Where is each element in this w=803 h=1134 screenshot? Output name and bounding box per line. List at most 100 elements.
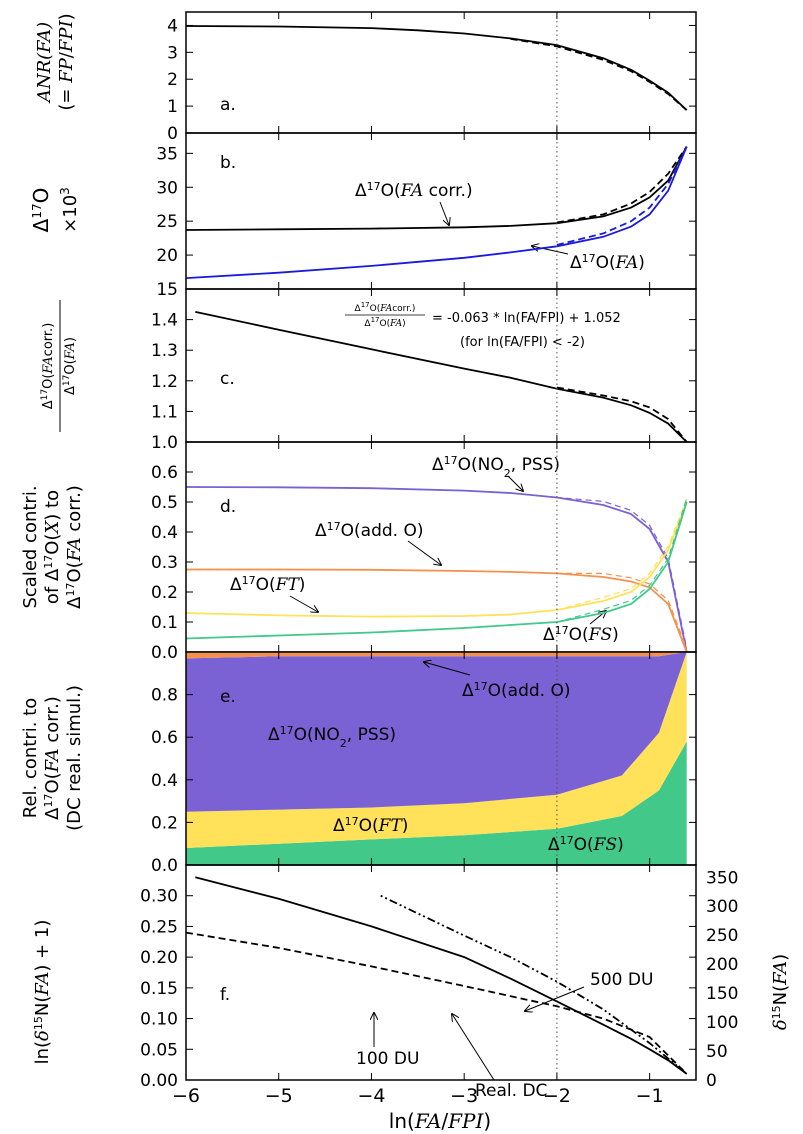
panel-c-ylabel-den: Δ17O(FA) (62, 337, 78, 395)
area-3 (186, 652, 687, 659)
ytick-label: 0.25 (140, 917, 178, 937)
panel-d-ylabel-1: Scaled contri. (20, 485, 41, 608)
panel-f-xlabel: ln(FA/FPI) (389, 1109, 491, 1133)
ytick-label: 0.4 (151, 771, 178, 791)
ytick-label: 0.6 (151, 463, 178, 483)
area-0 (186, 741, 687, 865)
ytick-label: 0.05 (140, 1040, 178, 1060)
panel-e-label: e. (220, 687, 236, 707)
annotation-real-dc: Real. DC (475, 1081, 547, 1101)
panel-d-ylabel-3: Δ17O(FA corr.) (64, 485, 86, 609)
ytick-right-label: 100 (706, 1013, 738, 1033)
annotation-no2-pss: Δ17O(NO2, PSS) (432, 454, 560, 480)
panel-b: Δ17O ×103 b. Δ17O(FA corr.) Δ17O(FA) 15 2… (29, 132, 697, 300)
series-line-2 (380, 894, 688, 1075)
series-line-1 (556, 386, 688, 443)
ytick-label: 1.4 (151, 311, 178, 331)
annotation-fa-corr: Δ17O(FA corr.) (355, 180, 473, 202)
panel-b-ylabel-2: ×103 (58, 187, 81, 233)
panel-e-ylabel-2: Δ17O(FA corr.) (42, 696, 64, 820)
xtick-label: −1 (636, 1085, 664, 1107)
series-line-0 (185, 25, 688, 111)
ytick-label: 30 (156, 178, 178, 198)
ytick-label: 0.3 (151, 553, 178, 573)
arrow-ft (289, 595, 318, 612)
xtick-label: −2 (543, 1085, 571, 1107)
panel-e-ylabel-3: (DC real. simul.) (64, 685, 85, 831)
annotation-e-add-o: Δ17O(add. O) (462, 680, 570, 702)
ytick-label: 0.5 (151, 493, 178, 513)
xtick-label: −4 (357, 1085, 385, 1107)
xtick-label: −6 (172, 1085, 200, 1107)
panel-f-ylabel: ln(δ15N(FA) + 1) (32, 920, 54, 1065)
ytick-label: 0.10 (140, 1010, 178, 1030)
ytick-label: 1 (167, 97, 178, 117)
ytick-label: 0.0 (151, 856, 178, 876)
panel-f: ln(δ15N(FA) + 1) δ15N(FA) ln(FA/FPI) f. … (32, 864, 791, 1133)
panel-e-ylabel-1: Rel. contri. to (20, 698, 41, 819)
ytick-right-label: 150 (706, 984, 738, 1004)
ytick-label: 25 (156, 212, 178, 232)
annotation-e-fs: Δ17O(FS) (548, 834, 624, 856)
series-line-3 (556, 146, 688, 246)
annotation-ft: Δ17O(FT) (230, 574, 305, 596)
ytick-label: 1.0 (151, 433, 178, 453)
ytick-label: 1.2 (151, 372, 178, 392)
panel-b-label: b. (220, 153, 236, 173)
ytick-label: 0.4 (151, 523, 178, 543)
eq-condition: (for ln(FA/FPI) < -2) (460, 335, 585, 350)
ytick-label: 0.2 (151, 583, 178, 603)
panel-c: Δ17O(FAcorr.) Δ17O(FA) c. Δ17O(FAcorr.) … (40, 288, 697, 453)
xtick-label: −5 (265, 1085, 293, 1107)
annotation-fa: Δ17O(FA) (570, 252, 645, 274)
series-line-1 (556, 146, 688, 224)
panel-f-label: f. (220, 985, 230, 1005)
series-line-2 (185, 501, 688, 618)
ytick-label: 35 (156, 144, 178, 164)
ytick-label: 0.8 (151, 686, 178, 706)
axes-frame (185, 11, 697, 134)
panel-d-ylabel-2: of Δ17O(X) to (42, 490, 64, 604)
ytick-label: 0.15 (140, 979, 178, 999)
panel-d: Scaled contri. of Δ17O(X) to Δ17O(FA cor… (20, 441, 697, 663)
panel-a-ylabel-2: (= FP/FPI) (56, 13, 77, 110)
panel-e: Rel. contri. to Δ17O(FA corr.) (DC real.… (20, 651, 697, 876)
panel-a: ANR(FA) (= FP/FPI) a. 0 1 2 3 4 (34, 11, 697, 144)
eq-frac-num: Δ17O(FAcorr.) (355, 301, 416, 314)
panel-a-ylabel-1: ANR(FA) (34, 22, 55, 104)
ytick-right-label: 300 (706, 897, 738, 917)
ytick-label: 0.6 (151, 728, 178, 748)
arrow-fa-corr (439, 201, 449, 225)
ytick-label: 2 (167, 70, 178, 90)
ytick-label: 1.1 (151, 402, 178, 422)
xtick-label: −3 (450, 1085, 478, 1107)
ytick-label: 20 (156, 246, 178, 266)
ytick-label: 0.0 (151, 643, 178, 663)
panel-b-ylabel-1: Δ17O (29, 188, 53, 233)
ytick-label: 15 (156, 280, 178, 300)
ytick-label: 0.20 (140, 948, 178, 968)
ytick-label: 0.00 (140, 1071, 178, 1091)
area-2 (186, 652, 687, 812)
area-1 (186, 652, 687, 848)
panel-c-label: c. (220, 369, 235, 389)
arrow-e-add-o (424, 662, 471, 676)
series-line-dashed-3 (185, 498, 688, 640)
panel-d-label: d. (220, 497, 236, 517)
ytick-label: 1.3 (151, 341, 178, 361)
arrow-fa (532, 246, 569, 255)
ytick-label: 4 (167, 16, 178, 36)
annotation-e-no2-pss: Δ17O(NO2, PSS) (268, 724, 396, 750)
series-line-1 (185, 931, 688, 1075)
panel-a-label: a. (220, 95, 236, 115)
ytick-label: 0.30 (140, 887, 178, 907)
eq-rhs: = -0.063 * ln(FA/FPI) + 1.052 (432, 311, 621, 326)
arrow-no2-pss (507, 475, 523, 491)
annotation-500du: 500 DU (590, 970, 653, 990)
series-line-1 (510, 38, 688, 111)
ytick-label: 0.1 (151, 613, 178, 633)
ytick-right-label: 350 (706, 868, 738, 888)
arrow-add-o (407, 540, 441, 565)
eq-frac-den: Δ17O(FA) (364, 316, 405, 329)
ytick-right-label: 250 (706, 926, 738, 946)
